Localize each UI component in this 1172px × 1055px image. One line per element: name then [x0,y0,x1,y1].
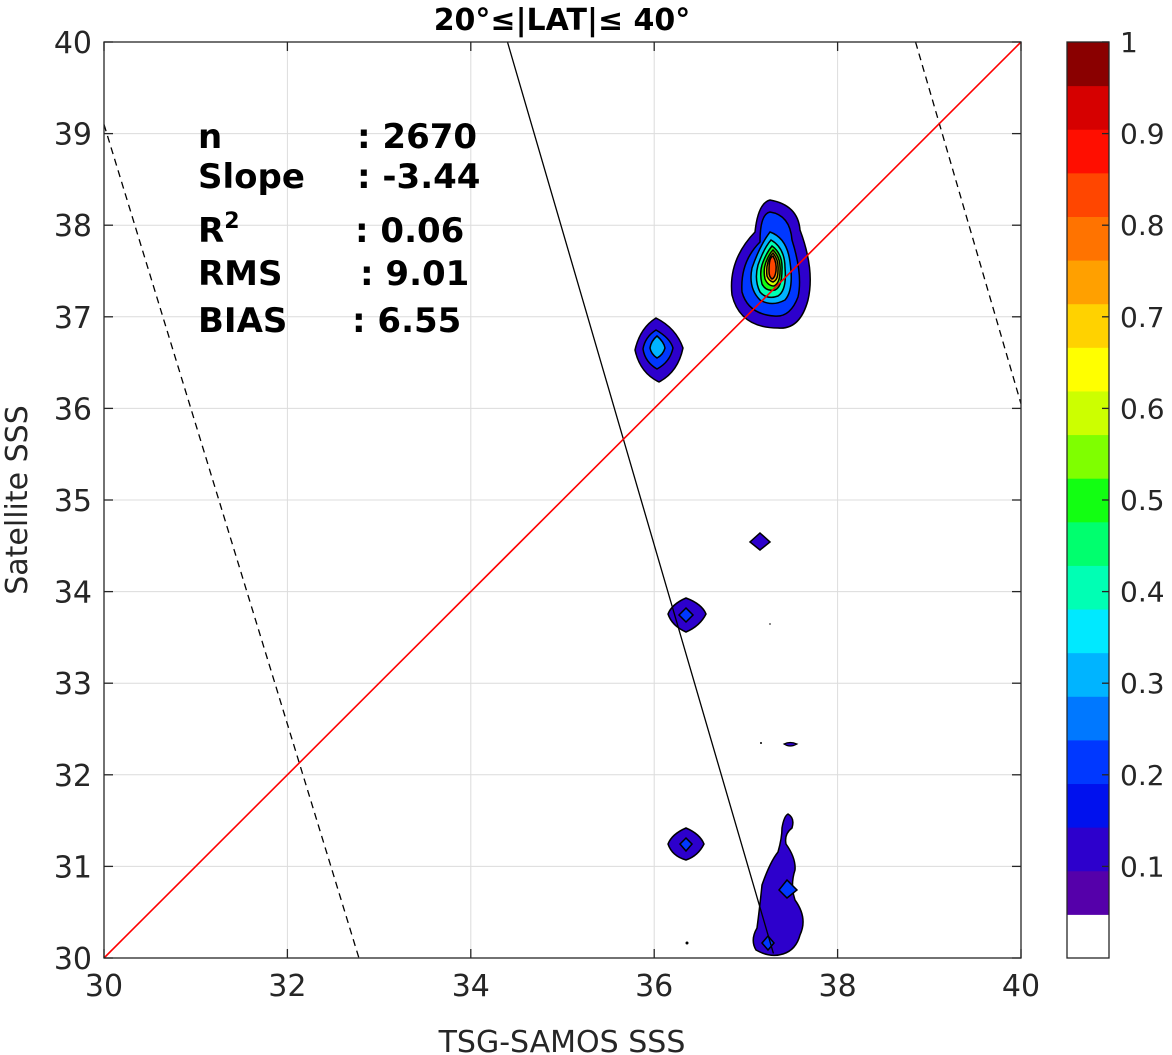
colorbar-swatch [1067,216,1109,261]
colorbar-tick-label: 0.2 [1120,759,1165,792]
colorbar-swatch [1067,347,1109,392]
y-tick-label: 31 [54,850,92,885]
colorbar-swatch [1067,434,1109,479]
colorbar-tick-label: 0.3 [1120,667,1165,700]
colorbar-swatch [1067,129,1109,174]
axes: 30 32 34 36 38 40 30 31 32 33 34 35 36 37 38 39 40 [54,26,1040,1004]
contour-bottom-0.1 [752,813,804,957]
y-tick-label: 30 [54,942,92,977]
fit-bound-line [103,124,360,959]
stat-value: : -3.44 [357,157,480,197]
density-contours [634,199,811,957]
stat-label: BIAS [198,301,287,341]
colorbar-tick-label: 0.7 [1120,301,1165,334]
colorbar-swatch [1067,85,1109,130]
y-tick-label: 32 [54,759,92,794]
fit-bound-line [914,41,1022,405]
y-tick-label: 34 [54,576,92,611]
colorbar-tick-label: 0.8 [1120,209,1165,242]
colorbar-swatch [1067,303,1109,348]
colorbar-swatch [1067,521,1109,566]
colorbar-swatch [1067,783,1109,828]
one-to-one-line [103,41,1022,959]
contour-blob-34.5 [748,531,772,551]
y-tick-label: 33 [54,667,92,702]
colorbar-tick-label: 0.9 [1120,118,1165,151]
reference-lines [103,41,1022,959]
colorbar-tick-label: 0.4 [1120,576,1165,609]
stat-label: R2 [198,209,240,251]
colorbar-swatch [1067,739,1109,785]
colorbar-tick-label: 0.5 [1120,484,1165,517]
stat-value: : 9.01 [360,254,469,294]
colorbar-swatch [1067,652,1109,697]
contour-speck [760,742,762,744]
stat-value: : 0.06 [355,211,464,251]
colorbar-swatch [1067,870,1109,915]
stat-label: Slope [198,157,305,197]
regression-line [506,41,775,954]
x-tick-label: 32 [268,969,306,1004]
colorbar-swatch [1067,260,1109,305]
chart-title: 20°≤|LAT|≤ 40° [434,3,691,38]
stat-value: : 2670 [357,117,477,157]
colorbar-swatch [1067,390,1109,436]
contour-blob-33.7-inner [677,606,695,624]
colorbar-swatch [1067,914,1109,959]
x-tick-label: 40 [1002,969,1040,1004]
colorbar-swatch [1067,696,1109,741]
colorbar: 0.1 0.2 0.3 0.4 0.5 0.6 0.7 0.8 0.9 1 [1066,26,1165,959]
stat-label: n [198,117,222,157]
colorbar-swatch [1067,609,1109,654]
x-tick-label: 34 [452,969,490,1004]
contour-second-0.3 [649,335,666,359]
contour-speck [769,623,771,625]
y-axis-label: Satellite SSS [0,405,35,595]
stats-box: n : 2670 Slope : -3.44 R2 : 0.06 RMS : 9.01 BIAS… [198,117,480,341]
stat-label: RMS [198,254,283,294]
colorbar-swatch [1067,827,1109,872]
contour-bottom-0.2 [777,878,799,900]
y-tick-label: 40 [54,26,92,61]
stat-value: : 6.55 [352,301,461,341]
colorbar-swatch [1067,565,1109,610]
colorbar-swatch [1067,42,1109,87]
colorbar-tick-label: 1 [1120,26,1138,59]
y-tick-label: 39 [54,118,92,153]
y-tick-label: 37 [54,301,92,336]
x-tick-label: 36 [635,969,673,1004]
x-axis-label: TSG-SAMOS SSS [438,1025,686,1055]
colorbar-tick-label: 0.1 [1120,850,1165,883]
y-tick-label: 38 [54,209,92,244]
colorbar-swatch [1067,172,1109,217]
colorbar-tick-label: 0.6 [1120,392,1165,425]
contour-speck [685,941,689,945]
contour-main-0.8 [768,255,777,280]
y-tick-label: 35 [54,484,92,519]
x-tick-label: 38 [819,969,857,1004]
contour-blob-31.2-inner [678,836,694,853]
y-tick-label: 36 [54,392,92,427]
x-tick-label: 30 [85,969,123,1004]
contour-blob-32.3 [782,741,799,747]
